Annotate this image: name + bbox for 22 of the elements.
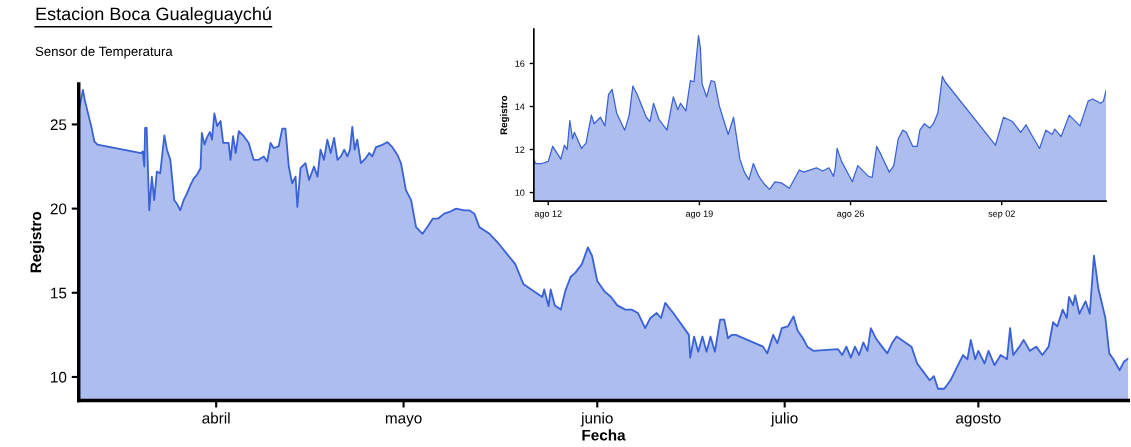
y-axis-title: Registro [500, 95, 510, 135]
x-axis-title: Fecha [582, 429, 626, 441]
chart-title: Estacion Boca Gualeguaychú [36, 6, 271, 24]
x-tick-label: julio [770, 412, 798, 427]
x-tick-label: junio [580, 412, 613, 427]
x-tick-label: abril [202, 412, 230, 424]
y-tick-label: 20 [50, 203, 67, 215]
y-axis-title: Registro [30, 211, 45, 273]
x-tick-label: ago 19 [685, 210, 713, 219]
y-tick-label: 12 [515, 146, 525, 153]
x-tick-label: mayo [385, 415, 422, 427]
x-tick-label: ago 26 [837, 210, 864, 219]
y-tick-label: 16 [515, 60, 525, 67]
x-tick-label: ago 12 [534, 210, 562, 219]
y-tick-label: 10 [51, 371, 67, 383]
y-tick-label: 14 [515, 103, 525, 110]
y-tick-label: 15 [51, 287, 67, 299]
chart-subtitle: Sensor de Temperatura [35, 46, 173, 59]
x-tick-label: agosto [956, 413, 1001, 427]
x-tick-label: sep 02 [988, 210, 1015, 219]
y-tick-label: 10 [515, 189, 525, 196]
y-tick-label: 25 [50, 119, 67, 131]
